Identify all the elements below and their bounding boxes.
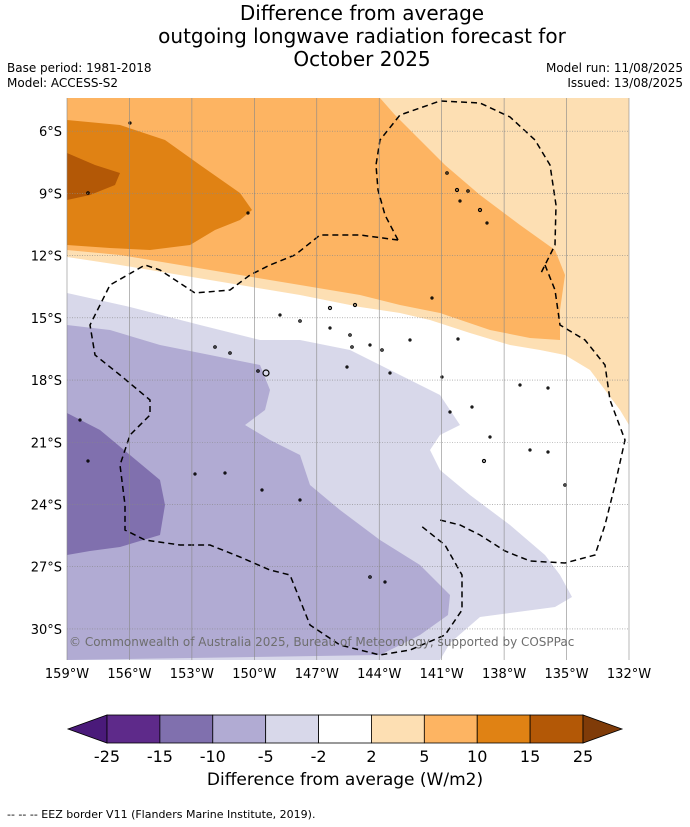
- colorbar-tick-label: -2: [311, 747, 327, 766]
- colorbar-swatch: [423, 714, 478, 744]
- colorbar-tick-label: 25: [573, 747, 593, 766]
- colorbar-tick-labels: -25 -15 -10 -5 -2 2 5 10 15 25: [94, 747, 593, 766]
- lat-tick-label: 21°S: [31, 436, 62, 451]
- colorbar-tick-label: 15: [520, 747, 540, 766]
- colorbar: -25 -15 -10 -5 -2 2 5 10 15 25: [66, 714, 624, 766]
- colorbar-tick-label: 2: [366, 747, 376, 766]
- colorbar-tick-label: -5: [258, 747, 274, 766]
- lat-tick-label: 9°S: [39, 187, 62, 202]
- islands: [78, 121, 567, 584]
- contour-15-to-25: [67, 153, 120, 200]
- colorbar-label: Difference from average (W/m2): [206, 770, 484, 790]
- lon-tick-label: 135°W: [544, 667, 588, 682]
- contour-neg5-to-neg10: [67, 325, 450, 660]
- eez-border-note: -- -- -- EEZ border V11 (Flanders Marine…: [7, 808, 316, 821]
- colorbar-swatch: [212, 714, 267, 744]
- contour-neg10-to-neg15: [67, 413, 165, 555]
- latitude-labels: 6°S 9°S 12°S 15°S 18°S 21°S 24°S 27°S 30°S: [31, 125, 62, 638]
- base-period: Base period: 1981-2018: [7, 61, 152, 75]
- meta-right: Model run: 11/08/2025 Issued: 13/08/2025: [546, 61, 683, 91]
- map-plot-area: © Commonwealth of Australia 2025, Bureau…: [66, 98, 630, 660]
- lon-tick-label: 150°W: [232, 667, 276, 682]
- lon-tick-label: 153°W: [170, 667, 214, 682]
- lon-tick-label: 138°W: [482, 667, 526, 682]
- colorbar-extend-high: [582, 714, 624, 744]
- lon-tick-label: 132°W: [607, 667, 651, 682]
- copyright-text: © Commonwealth of Australia 2025, Bureau…: [69, 635, 574, 649]
- longitude-labels: 159°W 156°W 153°W 150°W 147°W 144°W 141°W 138°W…: [45, 667, 651, 682]
- colorbar-tick-label: -15: [147, 747, 173, 766]
- eez-border-north: [375, 100, 557, 276]
- lat-tick-label: 6°S: [39, 125, 62, 140]
- lon-tick-label: 156°W: [107, 667, 151, 682]
- lat-tick-label: 12°S: [31, 250, 62, 265]
- contour-10-to-15: [67, 120, 252, 250]
- colorbar-swatch: [529, 714, 584, 744]
- gridlines: [66, 98, 630, 660]
- eez-border-center: [89, 234, 463, 656]
- contour-5-to-10: [67, 98, 565, 340]
- lat-tick-label: 30°S: [31, 623, 62, 638]
- colorbar-swatch: [159, 714, 214, 744]
- model-run-date: Model run: 11/08/2025: [545, 61, 683, 75]
- meta-left: Base period: 1981-2018 Model: ACCESS-S2: [7, 61, 152, 91]
- issued-date: Issued: 13/08/2025: [567, 76, 683, 90]
- colorbar-tick-label: 10: [467, 747, 487, 766]
- map-title: Difference from average outgoing longwav…: [158, 1, 566, 71]
- colorbar-tick-label: -25: [94, 747, 120, 766]
- colorbar-swatch: [371, 714, 425, 744]
- model-name: Model: ACCESS-S2: [7, 76, 119, 90]
- lat-tick-label: 24°S: [31, 498, 62, 513]
- colorbar-swatch: [265, 714, 319, 744]
- colorbar-swatch: [476, 714, 531, 744]
- lon-tick-label: 159°W: [45, 667, 89, 682]
- colorbar-swatches: [66, 714, 624, 744]
- colorbar-tick-label: -10: [200, 747, 226, 766]
- lat-tick-label: 27°S: [31, 561, 62, 576]
- lat-tick-label: 15°S: [31, 312, 62, 327]
- lon-tick-label: 147°W: [295, 667, 339, 682]
- colorbar-extend-low: [66, 714, 108, 744]
- map: © Commonwealth of Australia 2025, Bureau…: [31, 98, 651, 682]
- colorbar-swatch: [318, 714, 372, 744]
- lon-tick-label: 144°W: [357, 667, 401, 682]
- lon-tick-label: 141°W: [420, 667, 464, 682]
- lat-tick-label: 18°S: [31, 374, 62, 389]
- colorbar-swatch: [106, 714, 161, 744]
- colorbar-tick-label: 5: [419, 747, 429, 766]
